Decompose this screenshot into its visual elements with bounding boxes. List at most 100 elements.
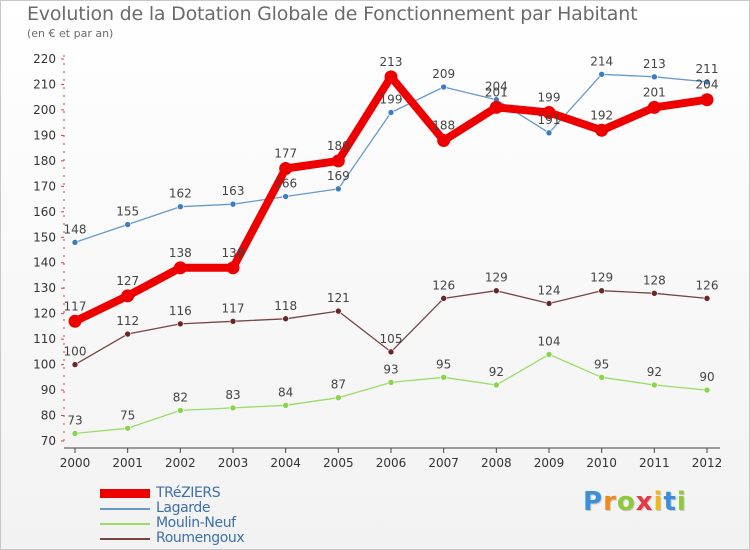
x-tick-label: 2010 bbox=[586, 456, 617, 470]
series-tr-ziers bbox=[68, 70, 714, 328]
data-point-tr-ziers bbox=[700, 93, 714, 107]
y-tick-label: 150 bbox=[33, 230, 56, 244]
proxiti-logo: Proxiti bbox=[583, 487, 687, 517]
data-point-moulin-neuf bbox=[124, 424, 131, 432]
data-point-tr-ziers bbox=[595, 123, 609, 137]
data-point-roumengoux bbox=[493, 287, 500, 295]
data-label-moulin-neuf: 95 bbox=[436, 357, 451, 371]
y-tick-label: 140 bbox=[33, 256, 56, 270]
data-point-tr-ziers bbox=[437, 133, 451, 147]
data-label-tr-ziers: 180 bbox=[327, 139, 350, 153]
data-point-moulin-neuf bbox=[229, 404, 237, 412]
data-label-lagarde: 213 bbox=[643, 57, 666, 71]
legend-item-tr-ziers: TRéZIERS bbox=[100, 486, 244, 501]
axes: 7080901001101201301401501601701801902002… bbox=[33, 52, 722, 470]
y-tick-label: 110 bbox=[33, 332, 56, 346]
logo-letter: r bbox=[603, 487, 617, 517]
y-tick-label: 200 bbox=[33, 103, 56, 117]
data-label-moulin-neuf: 92 bbox=[647, 365, 662, 379]
data-labels: 148 155 162 163 166 169 199 209 204 191 214 213 211 1… bbox=[64, 54, 719, 427]
data-label-tr-ziers: 192 bbox=[590, 108, 613, 122]
data-label-tr-ziers: 138 bbox=[222, 246, 245, 260]
data-label-moulin-neuf: 84 bbox=[278, 385, 293, 399]
data-point-roumengoux bbox=[71, 361, 79, 368]
data-label-lagarde: 166 bbox=[274, 177, 297, 191]
data-label-moulin-neuf: 83 bbox=[225, 388, 240, 402]
data-label-lagarde: 211 bbox=[696, 62, 719, 76]
data-label-roumengoux: 126 bbox=[696, 278, 719, 292]
data-label-moulin-neuf: 92 bbox=[489, 365, 504, 379]
y-tick-label: 80 bbox=[41, 409, 56, 423]
data-point-lagarde bbox=[703, 78, 711, 86]
y-tick-label: 120 bbox=[33, 307, 56, 321]
y-tick-label: 90 bbox=[41, 383, 56, 397]
y-tick-label: 130 bbox=[33, 281, 56, 295]
data-point-tr-ziers bbox=[121, 289, 135, 303]
legend-swatch bbox=[100, 489, 150, 498]
data-point-tr-ziers bbox=[542, 105, 556, 119]
data-point-moulin-neuf bbox=[545, 351, 553, 358]
series-layer bbox=[68, 70, 714, 437]
data-point-lagarde bbox=[282, 193, 289, 200]
data-label-tr-ziers: 213 bbox=[380, 55, 403, 69]
data-point-roumengoux bbox=[282, 315, 289, 323]
data-label-lagarde: 214 bbox=[590, 54, 613, 68]
data-label-lagarde: 204 bbox=[485, 80, 508, 94]
chart-title: Evolution de la Dotation Globale de Fonc… bbox=[27, 3, 638, 25]
data-label-roumengoux: 129 bbox=[485, 271, 508, 285]
data-point-roumengoux bbox=[703, 295, 711, 302]
x-tick-label: 2008 bbox=[481, 456, 512, 470]
legend-item-moulin-neuf: Moulin-Neuf bbox=[100, 516, 244, 531]
data-point-moulin-neuf bbox=[440, 374, 447, 381]
data-point-moulin-neuf bbox=[177, 407, 184, 414]
data-label-moulin-neuf: 82 bbox=[173, 390, 188, 404]
data-label-roumengoux: 124 bbox=[538, 283, 561, 297]
data-label-lagarde: 191 bbox=[538, 113, 561, 127]
logo-letter: o bbox=[616, 487, 636, 517]
data-point-moulin-neuf bbox=[282, 402, 289, 409]
data-point-moulin-neuf bbox=[598, 374, 605, 381]
data-label-tr-ziers: 201 bbox=[643, 85, 666, 99]
data-point-tr-ziers bbox=[279, 162, 293, 176]
data-point-lagarde bbox=[177, 203, 184, 211]
data-point-roumengoux bbox=[229, 318, 237, 325]
x-tick-label: 2000 bbox=[60, 456, 91, 470]
x-tick-label: 2003 bbox=[218, 456, 249, 470]
logo-letter: i bbox=[653, 487, 664, 517]
y-tick-label: 190 bbox=[33, 128, 56, 142]
data-label-lagarde: 209 bbox=[432, 67, 455, 81]
data-label-roumengoux: 112 bbox=[116, 314, 139, 328]
data-label-roumengoux: 128 bbox=[643, 273, 666, 287]
x-tick-label: 2002 bbox=[165, 456, 196, 470]
data-point-moulin-neuf bbox=[493, 381, 500, 389]
data-label-roumengoux: 100 bbox=[64, 345, 87, 359]
data-point-moulin-neuf bbox=[703, 386, 711, 394]
data-label-moulin-neuf: 104 bbox=[538, 334, 561, 348]
data-label-roumengoux: 118 bbox=[274, 299, 297, 313]
data-label-lagarde: 155 bbox=[116, 205, 139, 219]
x-tick-label: 2007 bbox=[428, 456, 459, 470]
legend-label: TRéZIERS bbox=[156, 485, 221, 501]
data-point-roumengoux bbox=[387, 348, 395, 356]
x-tick-label: 2012 bbox=[692, 456, 723, 470]
data-point-lagarde bbox=[71, 239, 79, 246]
y-tick-label: 210 bbox=[33, 77, 56, 91]
data-label-roumengoux: 117 bbox=[222, 301, 245, 315]
data-label-roumengoux: 116 bbox=[169, 304, 192, 318]
data-label-moulin-neuf: 93 bbox=[383, 362, 398, 376]
x-tick-label: 2009 bbox=[534, 456, 565, 470]
data-point-lagarde bbox=[124, 221, 131, 228]
series-roumengoux bbox=[71, 287, 711, 368]
logo-letter: x bbox=[635, 487, 654, 517]
data-point-roumengoux bbox=[545, 300, 553, 307]
data-label-moulin-neuf: 75 bbox=[120, 408, 135, 422]
y-tick-label: 220 bbox=[33, 52, 56, 66]
data-label-roumengoux: 121 bbox=[327, 291, 350, 305]
data-point-roumengoux bbox=[124, 330, 131, 338]
data-label-tr-ziers: 188 bbox=[432, 118, 455, 132]
legend-swatch bbox=[100, 507, 150, 510]
data-label-tr-ziers: 199 bbox=[538, 90, 561, 104]
data-point-moulin-neuf bbox=[651, 381, 658, 389]
data-point-tr-ziers bbox=[173, 261, 187, 275]
